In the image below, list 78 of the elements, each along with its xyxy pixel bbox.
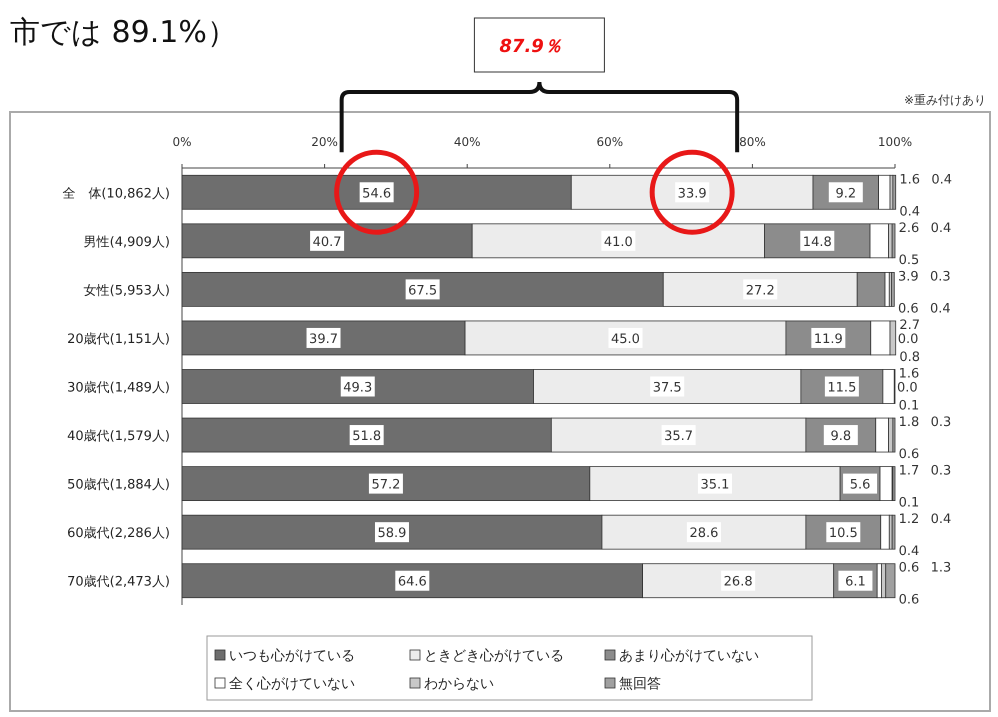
y-tick-label: 30歳代(1,489人): [67, 380, 170, 396]
data-label: 39.7: [309, 332, 338, 347]
data-label: 9.2: [835, 186, 856, 202]
data-label: 33.9: [678, 186, 707, 202]
data-label: 1.7: [898, 464, 920, 479]
data-label: 11.9: [814, 332, 843, 347]
data-label: 27.2: [746, 283, 775, 298]
data-label: 11.5: [827, 380, 856, 396]
data-label: 0.6: [898, 560, 920, 576]
data-label: 0.5: [898, 252, 920, 268]
data-label: 0.6: [898, 447, 920, 462]
data-label: 0.4: [930, 301, 951, 316]
data-label: 41.0: [604, 234, 633, 250]
data-label: 10.5: [828, 526, 858, 542]
data-label: 1.2: [898, 512, 920, 528]
data-label: 2.7: [899, 318, 920, 333]
legend-label: 無回答: [619, 676, 661, 692]
data-label: 26.8: [724, 574, 753, 590]
y-tick-label: 60歳代(2,286人): [67, 526, 170, 542]
y-tick-label: 20歳代(1,151人): [67, 332, 170, 347]
x-tick-label: 100%: [878, 135, 912, 149]
legend-label: 全く心がけていない: [229, 676, 355, 692]
data-label: 0.4: [930, 220, 952, 236]
data-label: 0.4: [898, 544, 920, 560]
data-label: 1.6: [899, 172, 920, 188]
data-label: 67.5: [408, 283, 438, 298]
data-label: 0.3: [930, 269, 951, 284]
data-label: 35.7: [664, 429, 694, 444]
legend-label: ときどき心がけている: [424, 648, 564, 664]
data-label: 1.6: [898, 366, 920, 382]
data-label: 9.8: [830, 429, 852, 444]
x-tick-label: 40%: [454, 135, 481, 149]
x-tick-label: 80%: [739, 135, 766, 149]
data-label: 0.4: [899, 204, 920, 220]
data-label: 0.4: [931, 172, 952, 188]
data-label: 0.8: [899, 350, 920, 365]
data-label: 1.8: [898, 415, 920, 430]
data-label: 0.6: [898, 592, 920, 608]
data-label: 58.9: [378, 526, 406, 542]
legend-label: あまり心がけていない: [619, 648, 759, 664]
y-tick-label: 男性(4,909人): [84, 234, 170, 250]
y-tick-label: 70歳代(2,473人): [67, 574, 170, 590]
y-tick-label: 40歳代(1,579人): [67, 429, 170, 444]
y-tick-label: 50歳代(1,884人): [67, 478, 170, 493]
data-label: 0.0: [897, 380, 918, 396]
data-label: 49.3: [343, 380, 372, 396]
data-label: 37.5: [652, 380, 682, 396]
data-label: 54.6: [362, 186, 392, 202]
chart-title: 市では 89.1%）: [10, 15, 237, 50]
data-label: 45.0: [611, 332, 640, 347]
data-label: 0.3: [930, 464, 952, 479]
y-tick-label: 全 体(10,862人): [62, 186, 170, 202]
data-label: 5.6: [850, 478, 870, 493]
data-label: 0.6: [898, 301, 919, 316]
data-label: 64.6: [398, 574, 427, 590]
legend-label: いつも心がけている: [229, 648, 355, 664]
data-label: 51.8: [352, 429, 382, 444]
data-label: 2.6: [898, 220, 920, 236]
data-label: 35.1: [700, 478, 730, 493]
data-label: 1.3: [930, 560, 952, 576]
data-label: 0.1: [898, 496, 920, 511]
data-label: 40.7: [312, 234, 342, 250]
x-tick-label: 20%: [311, 135, 338, 149]
data-label: 57.2: [371, 478, 400, 493]
data-label: 6.1: [845, 574, 866, 590]
text: ※重み付けあり: [904, 93, 986, 107]
data-label: 14.8: [802, 234, 832, 250]
data-label: 0.4: [930, 512, 952, 528]
text: 87.9％: [499, 36, 562, 57]
data-label: 0.0: [898, 332, 918, 347]
data-label: 28.6: [689, 526, 718, 542]
x-tick-label: 0%: [172, 135, 192, 149]
data-label: 3.9: [898, 269, 919, 284]
data-label: 0.1: [898, 398, 920, 414]
y-tick-label: 女性(5,953人): [84, 283, 170, 298]
legend-label: わからない: [424, 676, 494, 692]
x-tick-label: 60%: [596, 135, 624, 149]
data-label: 0.3: [930, 415, 952, 430]
